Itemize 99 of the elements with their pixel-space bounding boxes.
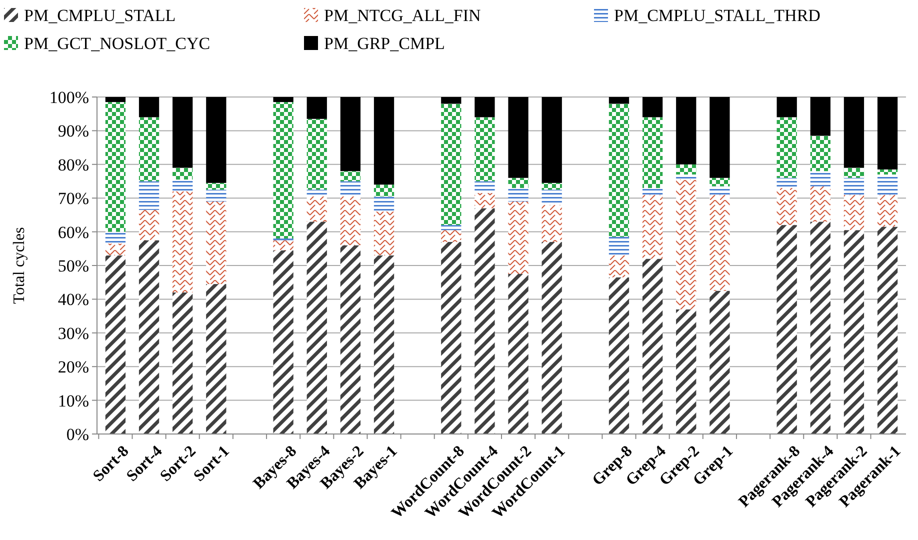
bar — [776, 97, 797, 118]
bar — [441, 230, 462, 242]
y-tick-label: 80% — [58, 155, 89, 174]
bar — [642, 97, 663, 118]
bar — [105, 255, 126, 434]
bar — [642, 188, 663, 195]
bar — [374, 97, 394, 185]
bar — [608, 97, 630, 104]
bar — [105, 244, 126, 256]
bar — [273, 250, 294, 434]
bar — [374, 255, 394, 434]
bar — [138, 240, 160, 434]
bar — [340, 171, 361, 182]
y-tick-label: 0% — [66, 424, 89, 444]
bar — [441, 97, 462, 104]
bar — [340, 97, 361, 172]
bar — [810, 186, 830, 222]
bar — [877, 97, 898, 170]
bar — [474, 193, 495, 208]
legend-label: PM_CMPLU_STALL — [24, 6, 176, 25]
bar — [710, 97, 730, 178]
bar — [105, 102, 126, 232]
bar — [172, 97, 193, 168]
bar — [172, 191, 193, 292]
y-tick-label: 40% — [58, 290, 89, 310]
bar — [206, 182, 226, 190]
bar — [810, 136, 830, 172]
y-tick-label: 10% — [58, 391, 89, 410]
bar — [138, 210, 160, 240]
y-tick-label: 90% — [58, 122, 89, 141]
bar — [340, 196, 361, 246]
bar — [710, 194, 730, 291]
bar — [676, 309, 696, 434]
legend-label: PM_GRP_CMPL — [324, 34, 445, 53]
bar — [710, 178, 730, 186]
bar — [138, 117, 160, 182]
bar — [608, 104, 630, 237]
bar — [441, 225, 462, 230]
bar — [542, 204, 562, 242]
bar — [306, 222, 327, 434]
bar — [172, 168, 193, 180]
bar — [340, 245, 361, 434]
bar — [542, 182, 562, 190]
bar — [844, 194, 864, 230]
bar — [642, 258, 663, 434]
bar — [844, 97, 864, 168]
bar — [441, 104, 462, 226]
bar — [105, 97, 126, 102]
bar — [642, 117, 663, 188]
bar — [676, 97, 696, 164]
bar — [776, 225, 797, 434]
bar — [508, 201, 528, 274]
bar — [608, 255, 630, 278]
bar — [676, 164, 696, 175]
bar — [508, 97, 528, 178]
bar — [474, 97, 495, 118]
bar — [542, 242, 562, 434]
bar — [306, 118, 327, 190]
bar — [273, 97, 294, 102]
legend-label: PM_CMPLU_STALL_THRD — [614, 6, 820, 25]
y-tick-label: 100% — [49, 88, 89, 107]
bar — [172, 292, 193, 434]
bar — [206, 97, 226, 183]
y-tick-label: 70% — [58, 189, 89, 208]
y-tick-label: 60% — [58, 222, 89, 242]
bar — [474, 208, 495, 434]
bar — [206, 201, 226, 284]
bar — [306, 97, 327, 119]
bar — [508, 178, 528, 188]
bar — [676, 180, 696, 310]
bar — [374, 184, 394, 196]
y-tick-label: 20% — [58, 358, 89, 377]
bar — [844, 168, 864, 178]
bar — [877, 194, 898, 227]
bar — [776, 117, 797, 178]
legend-label: PM_GCT_NOSLOT_CYC — [24, 34, 210, 53]
bar — [273, 240, 294, 250]
bar — [810, 97, 830, 136]
bar — [710, 290, 730, 434]
bar — [542, 97, 562, 183]
bar — [138, 97, 160, 118]
bar — [374, 212, 394, 256]
bar — [776, 188, 797, 226]
bar — [810, 222, 830, 434]
bar — [877, 169, 898, 175]
y-tick-label: 30% — [58, 324, 89, 343]
bar — [844, 230, 864, 434]
y-tick-label: 50% — [58, 256, 89, 276]
bar — [508, 274, 528, 434]
bar — [877, 226, 898, 434]
y-axis-title: Total cycles — [11, 227, 28, 304]
bar — [642, 194, 663, 259]
bar — [273, 102, 294, 239]
bar — [474, 117, 495, 182]
legend-label: PM_NTCG_ALL_FIN — [324, 6, 481, 25]
bar — [441, 242, 462, 434]
bar — [306, 196, 327, 222]
bar — [608, 277, 630, 434]
bar — [206, 284, 226, 434]
